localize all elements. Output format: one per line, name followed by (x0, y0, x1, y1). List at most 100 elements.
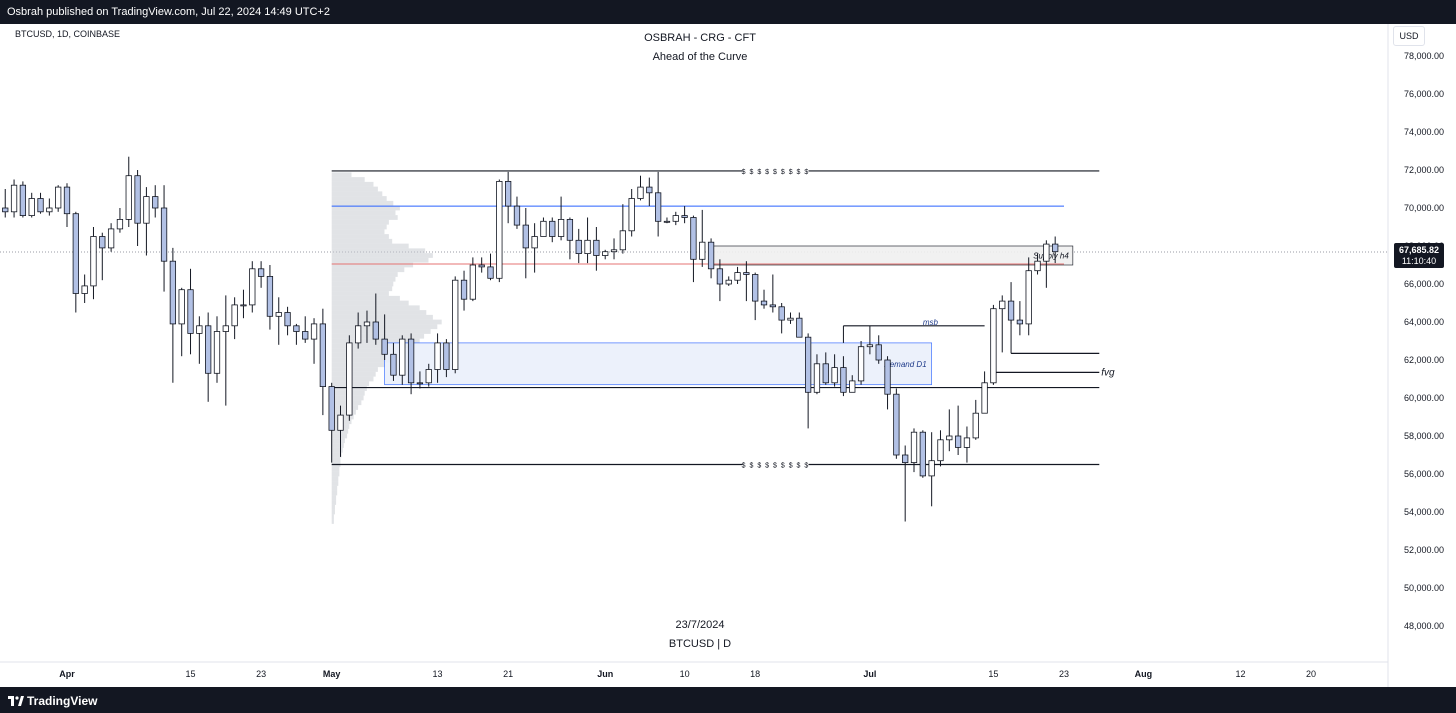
candle-body (178, 289, 185, 325)
candle-body (972, 412, 979, 439)
candle-body (496, 180, 503, 279)
volume-profile-row (331, 457, 341, 463)
candle-body (63, 186, 71, 215)
candle-body (778, 306, 785, 321)
candle-body (619, 230, 626, 251)
volume-profile-row (331, 438, 345, 444)
price-tick-label: 72,000.00 (1404, 165, 1444, 175)
candle-body (2, 207, 9, 213)
candle-body (655, 192, 662, 222)
candle-body (116, 218, 124, 230)
candle-body (725, 279, 732, 285)
candle-body (205, 325, 212, 374)
candle-body (584, 239, 591, 255)
candle-body (487, 266, 494, 279)
time-tick-label: May (323, 669, 341, 679)
candles (2, 156, 1059, 522)
candle-body (72, 213, 79, 294)
candle-body (752, 274, 759, 302)
candle-body (425, 369, 432, 384)
volume-profile-row (331, 219, 389, 225)
volume-profile-row (331, 286, 393, 292)
volume-profile-row (331, 248, 426, 254)
demand-zone (384, 342, 933, 386)
candle-body (884, 359, 891, 395)
candle-body (196, 325, 203, 334)
candle-body (293, 325, 300, 332)
time-tick-label: Apr (59, 669, 75, 679)
candle-body (240, 304, 247, 307)
candle-body (284, 312, 291, 327)
candle-body (610, 249, 618, 253)
volume-profile-row (331, 257, 429, 263)
volume-profile-row (331, 428, 349, 434)
candle-body (557, 218, 565, 237)
price-tick-label: 54,000.00 (1404, 507, 1444, 517)
volume-profile-row (331, 509, 335, 515)
volume-profile-row (331, 452, 342, 458)
candle-body (460, 279, 468, 300)
tradingview-logo[interactable]: TradingView (8, 694, 97, 708)
time-tick-label: 18 (750, 669, 760, 679)
footer-brand: TradingView (27, 694, 98, 708)
volume-profile-row (331, 224, 387, 230)
volume-profile-row (331, 500, 337, 505)
candle-body (928, 460, 935, 477)
volume-profile-row (331, 253, 433, 258)
volume-profile-row (331, 200, 394, 206)
candle-body (875, 344, 882, 361)
candle-body (902, 454, 909, 463)
volume-profile-row (331, 343, 414, 349)
currency-button[interactable]: USD (1393, 26, 1425, 46)
volume-profile-row (331, 514, 334, 520)
time-tick-label: Aug (1135, 669, 1153, 679)
volume-profile-row (331, 186, 378, 192)
candle-body (363, 321, 371, 327)
volume-profile-row (331, 405, 359, 410)
price-badge-box (1394, 242, 1444, 268)
volume-profile-row (331, 229, 385, 235)
volume-profile-row (331, 409, 356, 415)
candle-body (999, 300, 1006, 310)
time-tick-label: 15 (988, 669, 998, 679)
candle-body (1007, 300, 1015, 321)
candle-body (769, 304, 776, 308)
candle-body (213, 331, 221, 374)
volume-profile-row (331, 300, 409, 306)
volume-profile-row (331, 205, 400, 211)
price-tick-label: 52,000.00 (1404, 545, 1444, 555)
chart-area[interactable]: Supply h4 Demand D1 msb $ $ $ $ $ $ $ $ $ $… (0, 24, 1456, 687)
volume-profile-row (331, 267, 405, 273)
liquidity-label: $ $ $ $ $ $ $ $ $ (742, 463, 810, 470)
candle-body (90, 236, 97, 287)
volume-profile-row (331, 519, 334, 524)
price-tick-label: 50,000.00 (1404, 583, 1444, 593)
candle-body (407, 338, 415, 384)
volume-profile-row (331, 471, 340, 477)
candle-body (469, 264, 476, 300)
candle-body (1043, 243, 1050, 262)
candle-body (125, 175, 132, 220)
volume-profile-row (331, 262, 414, 268)
candle-body (46, 207, 53, 213)
candle-body (55, 186, 62, 209)
candle-body (602, 251, 609, 256)
volume-profile-row (331, 495, 337, 501)
watermark-date: 23/7/2024 (675, 619, 725, 631)
candle-body (893, 393, 900, 456)
candle-body (1052, 243, 1059, 253)
candle-body (575, 239, 582, 255)
volume-profile-row (331, 172, 352, 178)
candle-body (143, 196, 150, 224)
volume-profile-row (331, 210, 396, 216)
candle-body (434, 342, 441, 370)
volume-profile-row (331, 481, 339, 486)
volume-profile-row (331, 357, 392, 363)
volume-profile-row (331, 281, 394, 287)
candle-body (266, 275, 274, 317)
liquidity-label: $ $ $ $ $ $ $ $ $ (742, 169, 810, 176)
candle-body (866, 344, 874, 348)
volume-profile-row (331, 376, 374, 382)
volume-profile-row (331, 314, 433, 320)
